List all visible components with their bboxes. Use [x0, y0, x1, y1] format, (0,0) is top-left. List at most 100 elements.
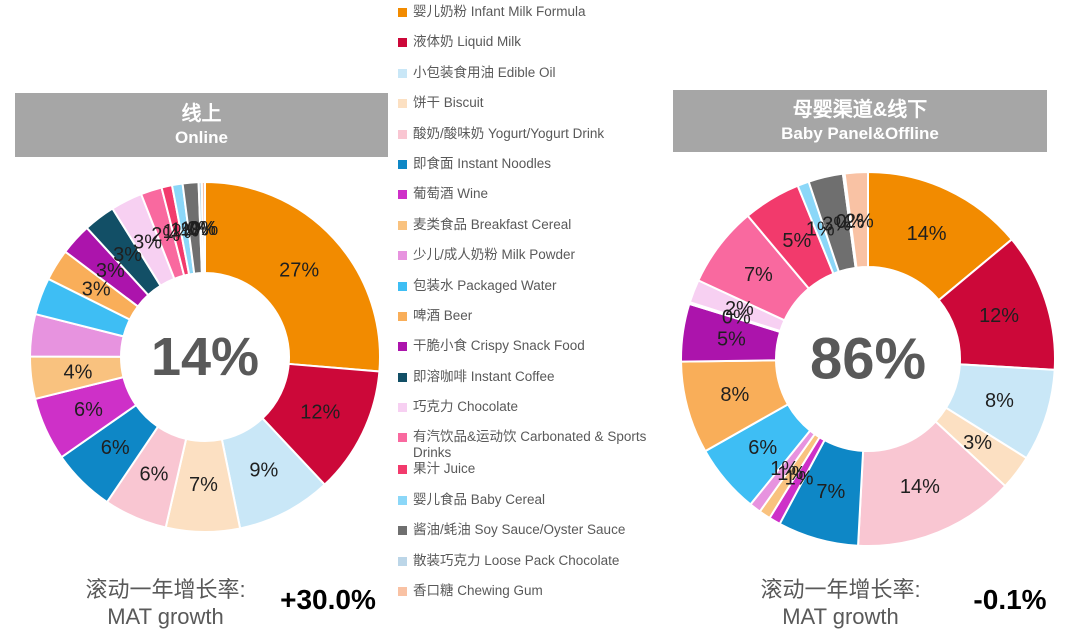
legend-item: 散装巧克力 Loose Pack Chocolate — [398, 553, 660, 583]
legend-swatch-icon — [398, 495, 407, 505]
legend-item-label: 香口糖 Chewing Gum — [413, 583, 543, 599]
category-legend: 婴儿奶粉 Infant Milk Formula 液体奶 Liquid Milk 小… — [398, 4, 660, 613]
legend-swatch-icon — [398, 281, 407, 291]
slice-percent-label: 9% — [249, 460, 278, 482]
legend-swatch-icon — [398, 38, 407, 48]
legend-item: 婴儿食品 Baby Cereal — [398, 492, 660, 522]
legend-swatch-icon — [398, 8, 407, 17]
legend-item-label: 麦类食品 Breakfast Cereal — [413, 216, 572, 232]
slice-percent-label: 7% — [744, 264, 773, 286]
online-mat-growth-label: 滚动一年增长率: MAT growth — [58, 576, 273, 630]
legend-item: 葡萄酒 Wine — [398, 186, 660, 216]
slice-percent-label: 0% — [187, 218, 216, 240]
legend-swatch-icon — [398, 403, 407, 413]
legend-swatch-icon — [398, 190, 407, 200]
slice-percent-label: 5% — [717, 328, 746, 350]
slice-percent-label: 0% — [836, 211, 865, 233]
legend-swatch-icon — [398, 556, 407, 566]
legend-swatch-icon — [398, 311, 407, 321]
slice-percent-label: 2% — [725, 298, 754, 320]
legend-swatch-icon — [398, 99, 407, 109]
slice-percent-label: 3% — [113, 244, 142, 266]
legend-swatch-icon — [398, 526, 407, 536]
slice-percent-label: 8% — [985, 390, 1014, 412]
slice-percent-label: 2% — [845, 210, 874, 232]
online-growth-label-cn: 滚动一年增长率: — [85, 577, 246, 602]
legend-item: 饼干 Biscuit — [398, 95, 660, 125]
legend-item-label: 酱油/蚝油 Soy Sauce/Oyster Sauce — [413, 522, 626, 538]
legend-item: 小包装食用油 Edible Oil — [398, 65, 660, 95]
legend-item: 少儿/成人奶粉 Milk Powder — [398, 247, 660, 277]
legend-item-label: 即溶咖啡 Instant Coffee — [413, 368, 555, 384]
legend-item-label: 饼干 Biscuit — [413, 95, 484, 111]
slice-percent-label: 3% — [963, 432, 992, 454]
legend-item-label: 液体奶 Liquid Milk — [413, 34, 522, 50]
legend-swatch-icon — [398, 220, 407, 230]
legend-item: 酸奶/酸味奶 Yogurt/Yogurt Drink — [398, 126, 660, 156]
slice-percent-label: 6% — [748, 437, 777, 459]
offline-mat-growth-value: -0.1% — [973, 584, 1047, 615]
legend-item-label: 酸奶/酸味奶 Yogurt/Yogurt Drink — [413, 125, 605, 141]
slice-percent-label: 0% — [189, 218, 218, 240]
offline-growth-label-cn: 滚动一年增长率: — [760, 577, 921, 602]
offline-mat-growth-label: 滚动一年增长率: MAT growth — [733, 576, 948, 630]
online-donut-chart: 27%12%9%7%6%6%6%4%3%3%3%3%2%1%1%1%0%0%14… — [28, 180, 381, 533]
legend-item: 麦类食品 Breakfast Cereal — [398, 217, 660, 247]
slice-percent-label: 27% — [279, 259, 319, 281]
slice-percent-label: 1% — [170, 220, 199, 242]
slice-percent-label: 8% — [720, 384, 749, 406]
slice-percent-label: 14% — [900, 476, 940, 498]
slice-percent-label: 1% — [163, 221, 192, 243]
online-mat-growth-value: +30.0% — [280, 584, 376, 615]
slice-percent-label: 3% — [822, 214, 851, 236]
legend-item: 果汁 Juice — [398, 461, 660, 491]
online-header: 线上 Online — [15, 93, 388, 157]
slice-percent-label: 7% — [816, 481, 845, 503]
offline-header-title-cn: 母婴渠道&线下 — [792, 98, 928, 121]
slice-percent-label: 1% — [785, 468, 814, 490]
slice-percent-label: 2% — [151, 224, 180, 246]
slice-percent-label: 3% — [133, 232, 162, 254]
slice-percent-label: 3% — [82, 279, 111, 301]
slice-percent-label: 1% — [770, 458, 799, 480]
slice-percent-label: 1% — [180, 218, 209, 240]
slice-percent-label: 1% — [777, 463, 806, 485]
legend-item-label: 小包装食用油 Edible Oil — [413, 64, 556, 80]
donut-slice-chewing-gum — [200, 180, 206, 275]
slice-percent-label: 4% — [63, 361, 92, 383]
legend-item: 香口糖 Chewing Gum — [398, 583, 660, 613]
legend-swatch-icon — [398, 251, 407, 261]
legend-item: 干脆小食 Crispy Snack Food — [398, 338, 660, 368]
legend-swatch-icon — [398, 159, 407, 169]
donut-center-total: 14% — [151, 327, 259, 387]
legend-item: 即食面 Instant Noodles — [398, 156, 660, 186]
legend-item-label: 婴儿奶粉 Infant Milk Formula — [413, 4, 586, 19]
offline-header: 母婴渠道&线下 Baby Panel&Offline — [673, 90, 1047, 152]
legend-item: 巧克力 Chocolate — [398, 399, 660, 429]
legend-item-label: 有汽饮品&运动饮 Carbonated & Sports Drinks — [413, 429, 647, 461]
slice-percent-label: 14% — [907, 223, 947, 245]
online-header-title-cn: 线上 — [181, 102, 222, 125]
slice-percent-label: 0% — [722, 307, 751, 329]
legend-item: 婴儿奶粉 Infant Milk Formula — [398, 4, 660, 34]
legend-item-label: 包装水 Packaged Water — [413, 277, 557, 293]
legend-swatch-icon — [398, 342, 407, 352]
legend-swatch-icon — [398, 372, 407, 382]
legend-swatch-icon — [398, 433, 407, 443]
donut-center-total: 86% — [810, 327, 926, 392]
legend-item-label: 啤酒 Beer — [413, 307, 473, 323]
slice-percent-label: 12% — [300, 402, 340, 424]
legend-swatch-icon — [398, 465, 407, 475]
legend-item: 液体奶 Liquid Milk — [398, 34, 660, 64]
legend-item-label: 干脆小食 Crispy Snack Food — [413, 338, 585, 354]
slice-percent-label: 7% — [189, 474, 218, 496]
online-growth-label-en: MAT growth — [107, 604, 224, 629]
legend-item-label: 少儿/成人奶粉 Milk Powder — [413, 247, 576, 263]
legend-item-label: 果汁 Juice — [413, 461, 476, 477]
legend-item-label: 巧克力 Chocolate — [413, 399, 519, 415]
slice-percent-label: 12% — [979, 305, 1019, 327]
slice-percent-label: 1% — [806, 219, 835, 241]
donut-slice-infant-milk-formula — [204, 180, 381, 373]
legend-swatch-icon — [398, 129, 407, 139]
